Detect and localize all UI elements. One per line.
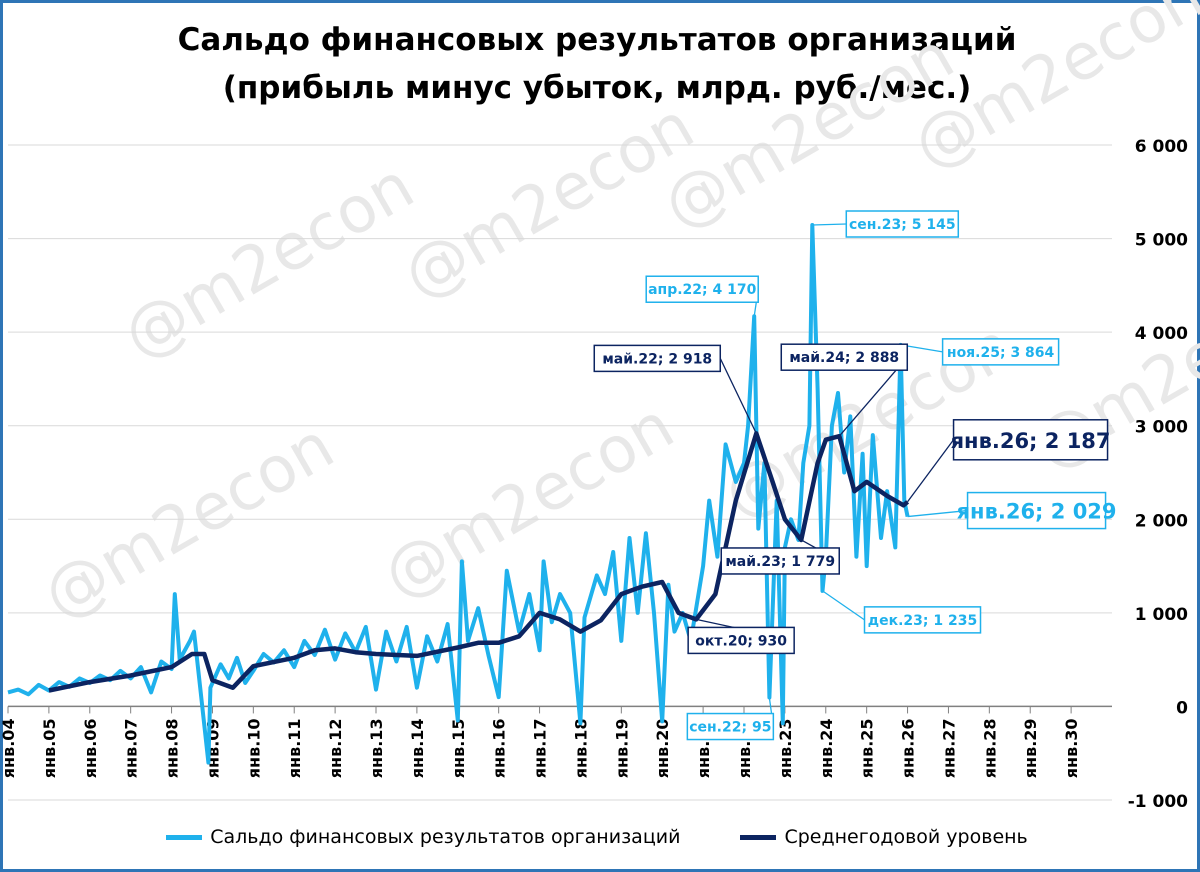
x-tick-label: янв.06 (81, 718, 100, 778)
annotation-box (593, 344, 722, 373)
x-tick-label: янв.30 (1062, 718, 1081, 778)
annotation-label: сен.22; 95 (689, 720, 771, 736)
annotation-label: дек.23; 1 235 (868, 613, 977, 629)
y-tick-label: -1 000 (1128, 792, 1188, 812)
x-tick-label: янв.25 (858, 718, 877, 778)
annotation-box (720, 547, 840, 575)
annotation-label: апр.22; 4 170 (648, 282, 757, 298)
series-line-monthly (7, 223, 910, 765)
x-tick-label: янв.11 (285, 718, 304, 778)
annotation-box (845, 210, 960, 238)
annotation-label: сен.23; 5 145 (849, 217, 956, 233)
x-tick-label: янв.10 (244, 718, 263, 778)
x-tick-label: янв.20 (653, 718, 672, 778)
legend-item-average: Среднегодовой уровень (740, 826, 1028, 848)
x-tick-label: янв.07 (122, 718, 141, 778)
y-tick-label: 1 000 (1135, 605, 1188, 625)
annotation-leader (812, 223, 847, 226)
annotation-box (645, 275, 759, 303)
x-tick-label: янв.13 (367, 718, 386, 778)
x-tick-label: янв.23 (776, 718, 795, 778)
annotation-box (780, 343, 909, 371)
annotation-label: окт.20; 930 (695, 633, 787, 649)
x-tick-label: янв.17 (531, 718, 550, 778)
chart-subtitle: (прибыль минус убыток, млрд. руб./мес.) (222, 70, 972, 106)
annotation-leader (907, 509, 968, 518)
legend-item-monthly: Сальдо финансовых результатов организаци… (166, 826, 680, 848)
chart-title: Сальдо финансовых результатов организаци… (177, 22, 1017, 58)
annotation-label: янв.26; 2 029 (957, 500, 1117, 524)
annotation-box (686, 712, 775, 741)
y-tick-label: 5 000 (1135, 231, 1188, 251)
annotation-label: май.24; 2 888 (789, 350, 899, 366)
x-tick-label: янв.15 (449, 718, 468, 778)
x-tick-label: янв.04 (0, 718, 18, 778)
x-tick-label: янв.12 (326, 718, 345, 778)
x-tick-label: янв.19 (612, 718, 631, 778)
x-tick-label: янв.26 (899, 718, 918, 778)
annotation-leader (822, 590, 865, 621)
y-tick-label: 6 000 (1135, 137, 1188, 157)
annotation-box (863, 606, 982, 634)
y-tick-label: 3 000 (1135, 418, 1188, 438)
watermark-text: @m2econ (371, 389, 686, 614)
annotation-leader (907, 439, 955, 503)
x-tick-label: янв.14 (408, 718, 427, 778)
x-tick-label: янв.18 (571, 718, 590, 778)
watermark-text: @m2econ (111, 149, 426, 374)
annotation-box (687, 626, 795, 655)
annotation-label: май.23; 1 779 (725, 554, 835, 570)
annotation-box (941, 338, 1060, 366)
watermark-text: @m2econ (31, 409, 346, 634)
x-tick-label: янв.29 (1021, 718, 1040, 778)
legend: Сальдо финансовых результатов организаци… (0, 826, 1194, 848)
y-tick-label: 0 (1176, 698, 1188, 718)
legend-label-average: Среднегодовой уровень (784, 826, 1028, 848)
annotation-leader (719, 358, 757, 434)
x-tick-label: янв.05 (40, 718, 59, 778)
legend-label-monthly: Сальдо финансовых результатов организаци… (210, 826, 681, 848)
annotation-label: май.22; 2 918 (602, 351, 712, 367)
series-line-average (48, 431, 910, 693)
y-tick-label: 2 000 (1135, 511, 1188, 531)
x-tick-label: янв.28 (980, 718, 999, 778)
y-tick-label: 4 000 (1135, 324, 1188, 344)
x-tick-label: янв.24 (817, 718, 836, 778)
annotation-label: ноя.25; 3 864 (947, 345, 1055, 361)
annotation-box (952, 419, 1109, 461)
legend-swatch-average (740, 834, 777, 840)
legend-swatch-monthly (166, 834, 203, 840)
x-tick-label: янв.27 (939, 718, 958, 778)
annotation-box (966, 491, 1107, 530)
x-tick-label: янв.16 (490, 718, 509, 778)
annotation-label: янв.26; 2 187 (951, 429, 1111, 453)
x-tick-label: янв.08 (163, 718, 182, 778)
